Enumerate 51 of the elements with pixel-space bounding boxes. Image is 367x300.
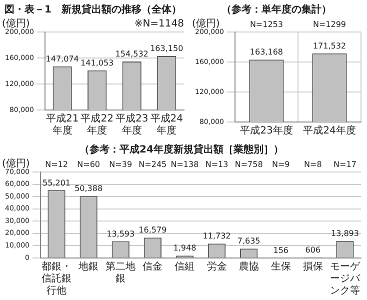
text: N=17	[334, 160, 356, 170]
x-tick-label: 平成24年度	[303, 124, 356, 137]
data-label: 13,893	[330, 229, 359, 238]
x-tick-label: 平成23年度	[115, 112, 148, 137]
data-label: 55,201	[42, 178, 71, 188]
y-axis-title: (億円)	[2, 158, 30, 170]
x-tick-label: 農協	[238, 260, 259, 273]
y-axis-title: (億円)	[192, 18, 220, 30]
x-tick-label: 平成24年度	[150, 112, 183, 137]
data-label: 141,053	[80, 58, 114, 68]
x-tick-label: 都銀・信託銀行他	[42, 260, 72, 297]
data-label: 1,948	[173, 244, 196, 253]
data-label: 7,635	[237, 236, 260, 246]
data-label: 16,579	[138, 226, 167, 235]
x-tick-label: 信金	[142, 260, 163, 273]
text: N=8	[304, 160, 322, 170]
x-tick-label: 地銀	[78, 260, 99, 273]
text: N=13	[205, 160, 228, 170]
data-label: 606	[305, 245, 321, 254]
data-label: 163,168	[250, 48, 284, 57]
x-tick-label: 平成21年度	[46, 112, 79, 137]
text: N=245	[138, 160, 167, 170]
data-label: 11,732	[202, 232, 231, 241]
x-tick-label: モーゲージバンク等	[330, 262, 361, 297]
chart-title: （参考：平成24年度新規貸出額［業態別］）	[80, 144, 284, 156]
x-tick-label: 平成23年度	[240, 124, 293, 137]
x-tick-label: 労金	[206, 260, 227, 273]
x-tick-label: 第二地銀	[106, 260, 136, 285]
data-label: 154,532	[115, 50, 148, 59]
text: N=39	[109, 160, 132, 170]
data-label: 163,150	[150, 44, 184, 54]
text: N=1299	[312, 20, 346, 30]
x-tick-label: 信組	[174, 260, 195, 273]
text: N=9	[272, 160, 290, 170]
data-label: 50,388	[74, 184, 103, 194]
text: N=758	[234, 160, 263, 170]
x-tick-label: 損保	[302, 260, 323, 273]
data-label: 147,074	[46, 54, 79, 64]
text: ※N=1148	[134, 18, 184, 30]
y-axis-title: (億円)	[2, 18, 30, 30]
text: N=1253	[250, 20, 283, 30]
x-tick-label: 平成22年度	[80, 112, 114, 137]
text: N=138	[170, 160, 199, 170]
data-label: 156	[273, 246, 289, 255]
data-label: 13,593	[106, 229, 135, 238]
text: N=60	[77, 160, 100, 170]
chart-title: 図・表－1 新規貸出額の推移（全体）	[4, 4, 182, 16]
x-tick-label: 生保	[270, 260, 291, 273]
chart-title: （参考：単年度の集計）	[222, 4, 332, 16]
text: N=12	[45, 160, 68, 170]
data-label: 171,532	[312, 41, 346, 50]
